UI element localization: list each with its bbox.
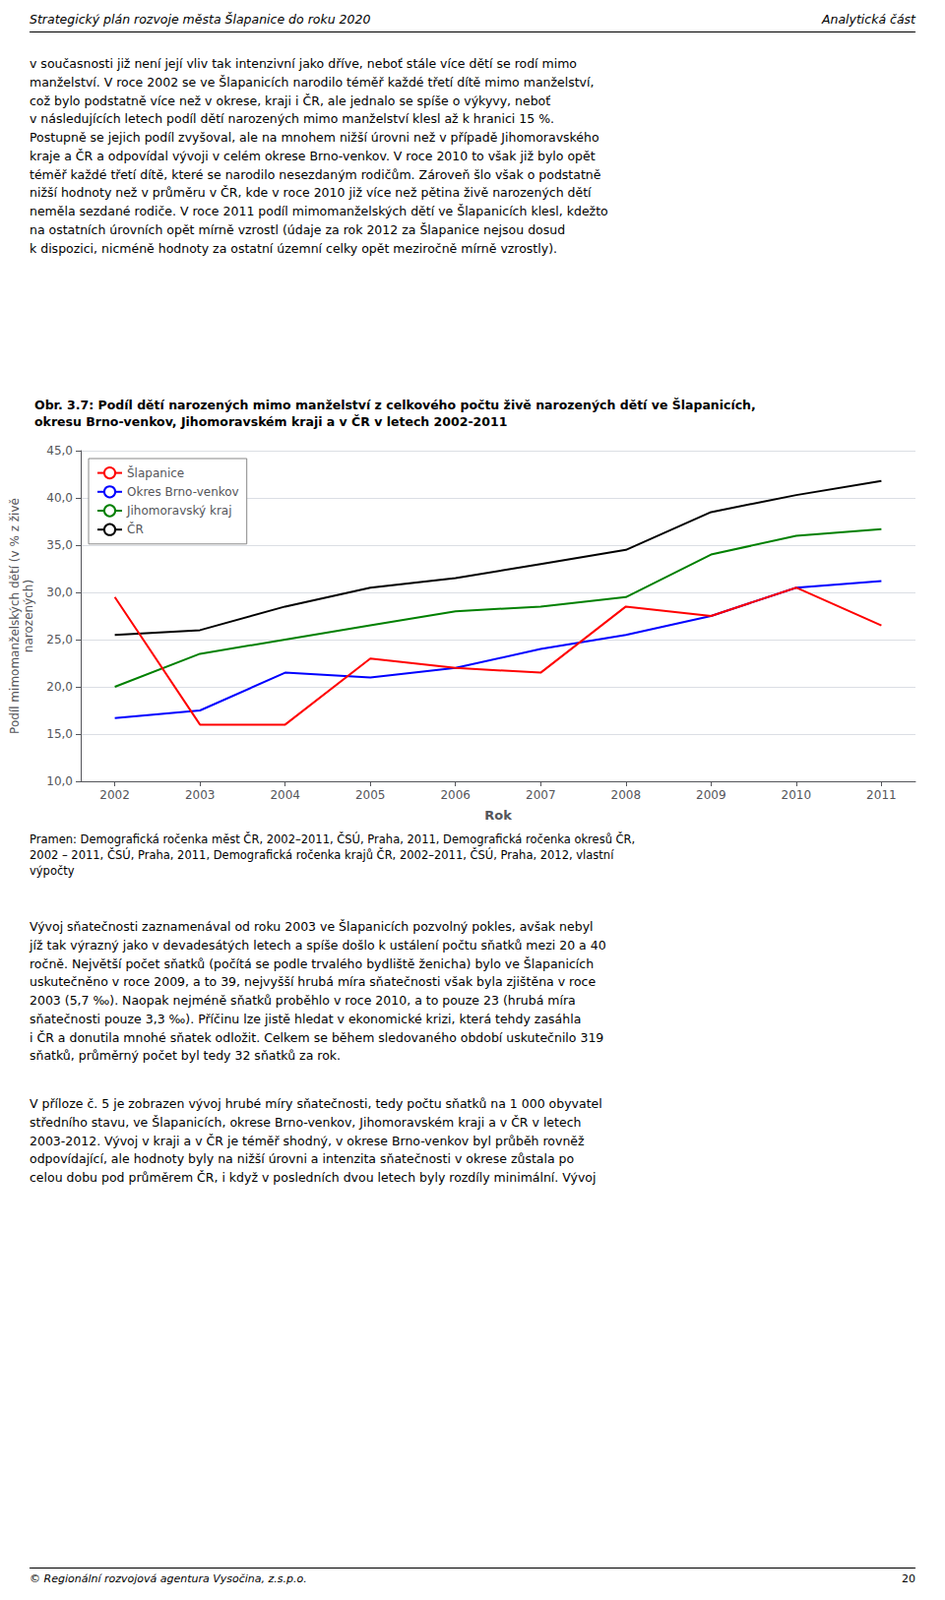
svg-text:2002: 2002 [99,788,130,803]
svg-text:45,0: 45,0 [46,443,73,458]
svg-text:Jihomoravský kraj: Jihomoravský kraj [126,504,233,518]
svg-text:2010: 2010 [781,788,813,803]
html-text:Vývoj sňatečnosti zaznamenával: Vývoj sňatečnosti zaznamenával od roku 2… [29,919,606,1064]
svg-text:15,0: 15,0 [46,727,73,742]
svg-text:10,0: 10,0 [46,774,73,789]
html-text:V příloze č. 5 je zobrazen výv: V příloze č. 5 je zobrazen vývoj hrubé m… [29,1096,603,1186]
svg-text:Okres Brno-venkov: Okres Brno-venkov [126,485,240,500]
svg-text:Rok: Rok [484,808,512,823]
svg-text:ČR: ČR [126,521,144,537]
svg-text:2011: 2011 [866,788,897,803]
svg-text:Podíl mimomanželských dětí (v: Podíl mimomanželských dětí (v % z živě [7,498,22,735]
html-text:20: 20 [901,1573,916,1586]
html-text:© Regionální rozvojová agentur: © Regionální rozvojová agentura Vysočina… [29,1573,307,1586]
html-text:v současnosti již není její vl: v současnosti již není její vliv tak int… [29,56,609,256]
svg-text:okresu Brno-venkov, Jihomoravs: okresu Brno-venkov, Jihomoravském kraji … [34,414,507,430]
html-text:Strategický plán rozvoje města: Strategický plán rozvoje města Šlapanice… [29,11,371,27]
svg-text:25,0: 25,0 [46,632,73,647]
svg-text:40,0: 40,0 [46,491,73,505]
svg-text:2009: 2009 [695,788,727,803]
svg-text:Obr. 3.7: Podíl dětí narozenýc: Obr. 3.7: Podíl dětí narozených mimo man… [34,397,756,413]
svg-text:35,0: 35,0 [46,538,73,553]
svg-text:20,0: 20,0 [46,680,73,694]
html-text:Pramen: Demografická ročenka m: Pramen: Demografická ročenka měst ČR, 20… [29,832,636,879]
svg-text:2008: 2008 [611,788,642,803]
svg-text:2005: 2005 [355,788,386,803]
html-text:Analytická část: Analytická část [821,11,916,27]
svg-text:2004: 2004 [269,788,301,803]
svg-text:2006: 2006 [440,788,471,803]
svg-text:Šlapanice: Šlapanice [126,465,185,481]
svg-text:narozených): narozených) [21,579,36,653]
svg-text:2007: 2007 [525,788,557,803]
svg-text:2003: 2003 [185,788,216,803]
svg-text:30,0: 30,0 [46,585,73,600]
